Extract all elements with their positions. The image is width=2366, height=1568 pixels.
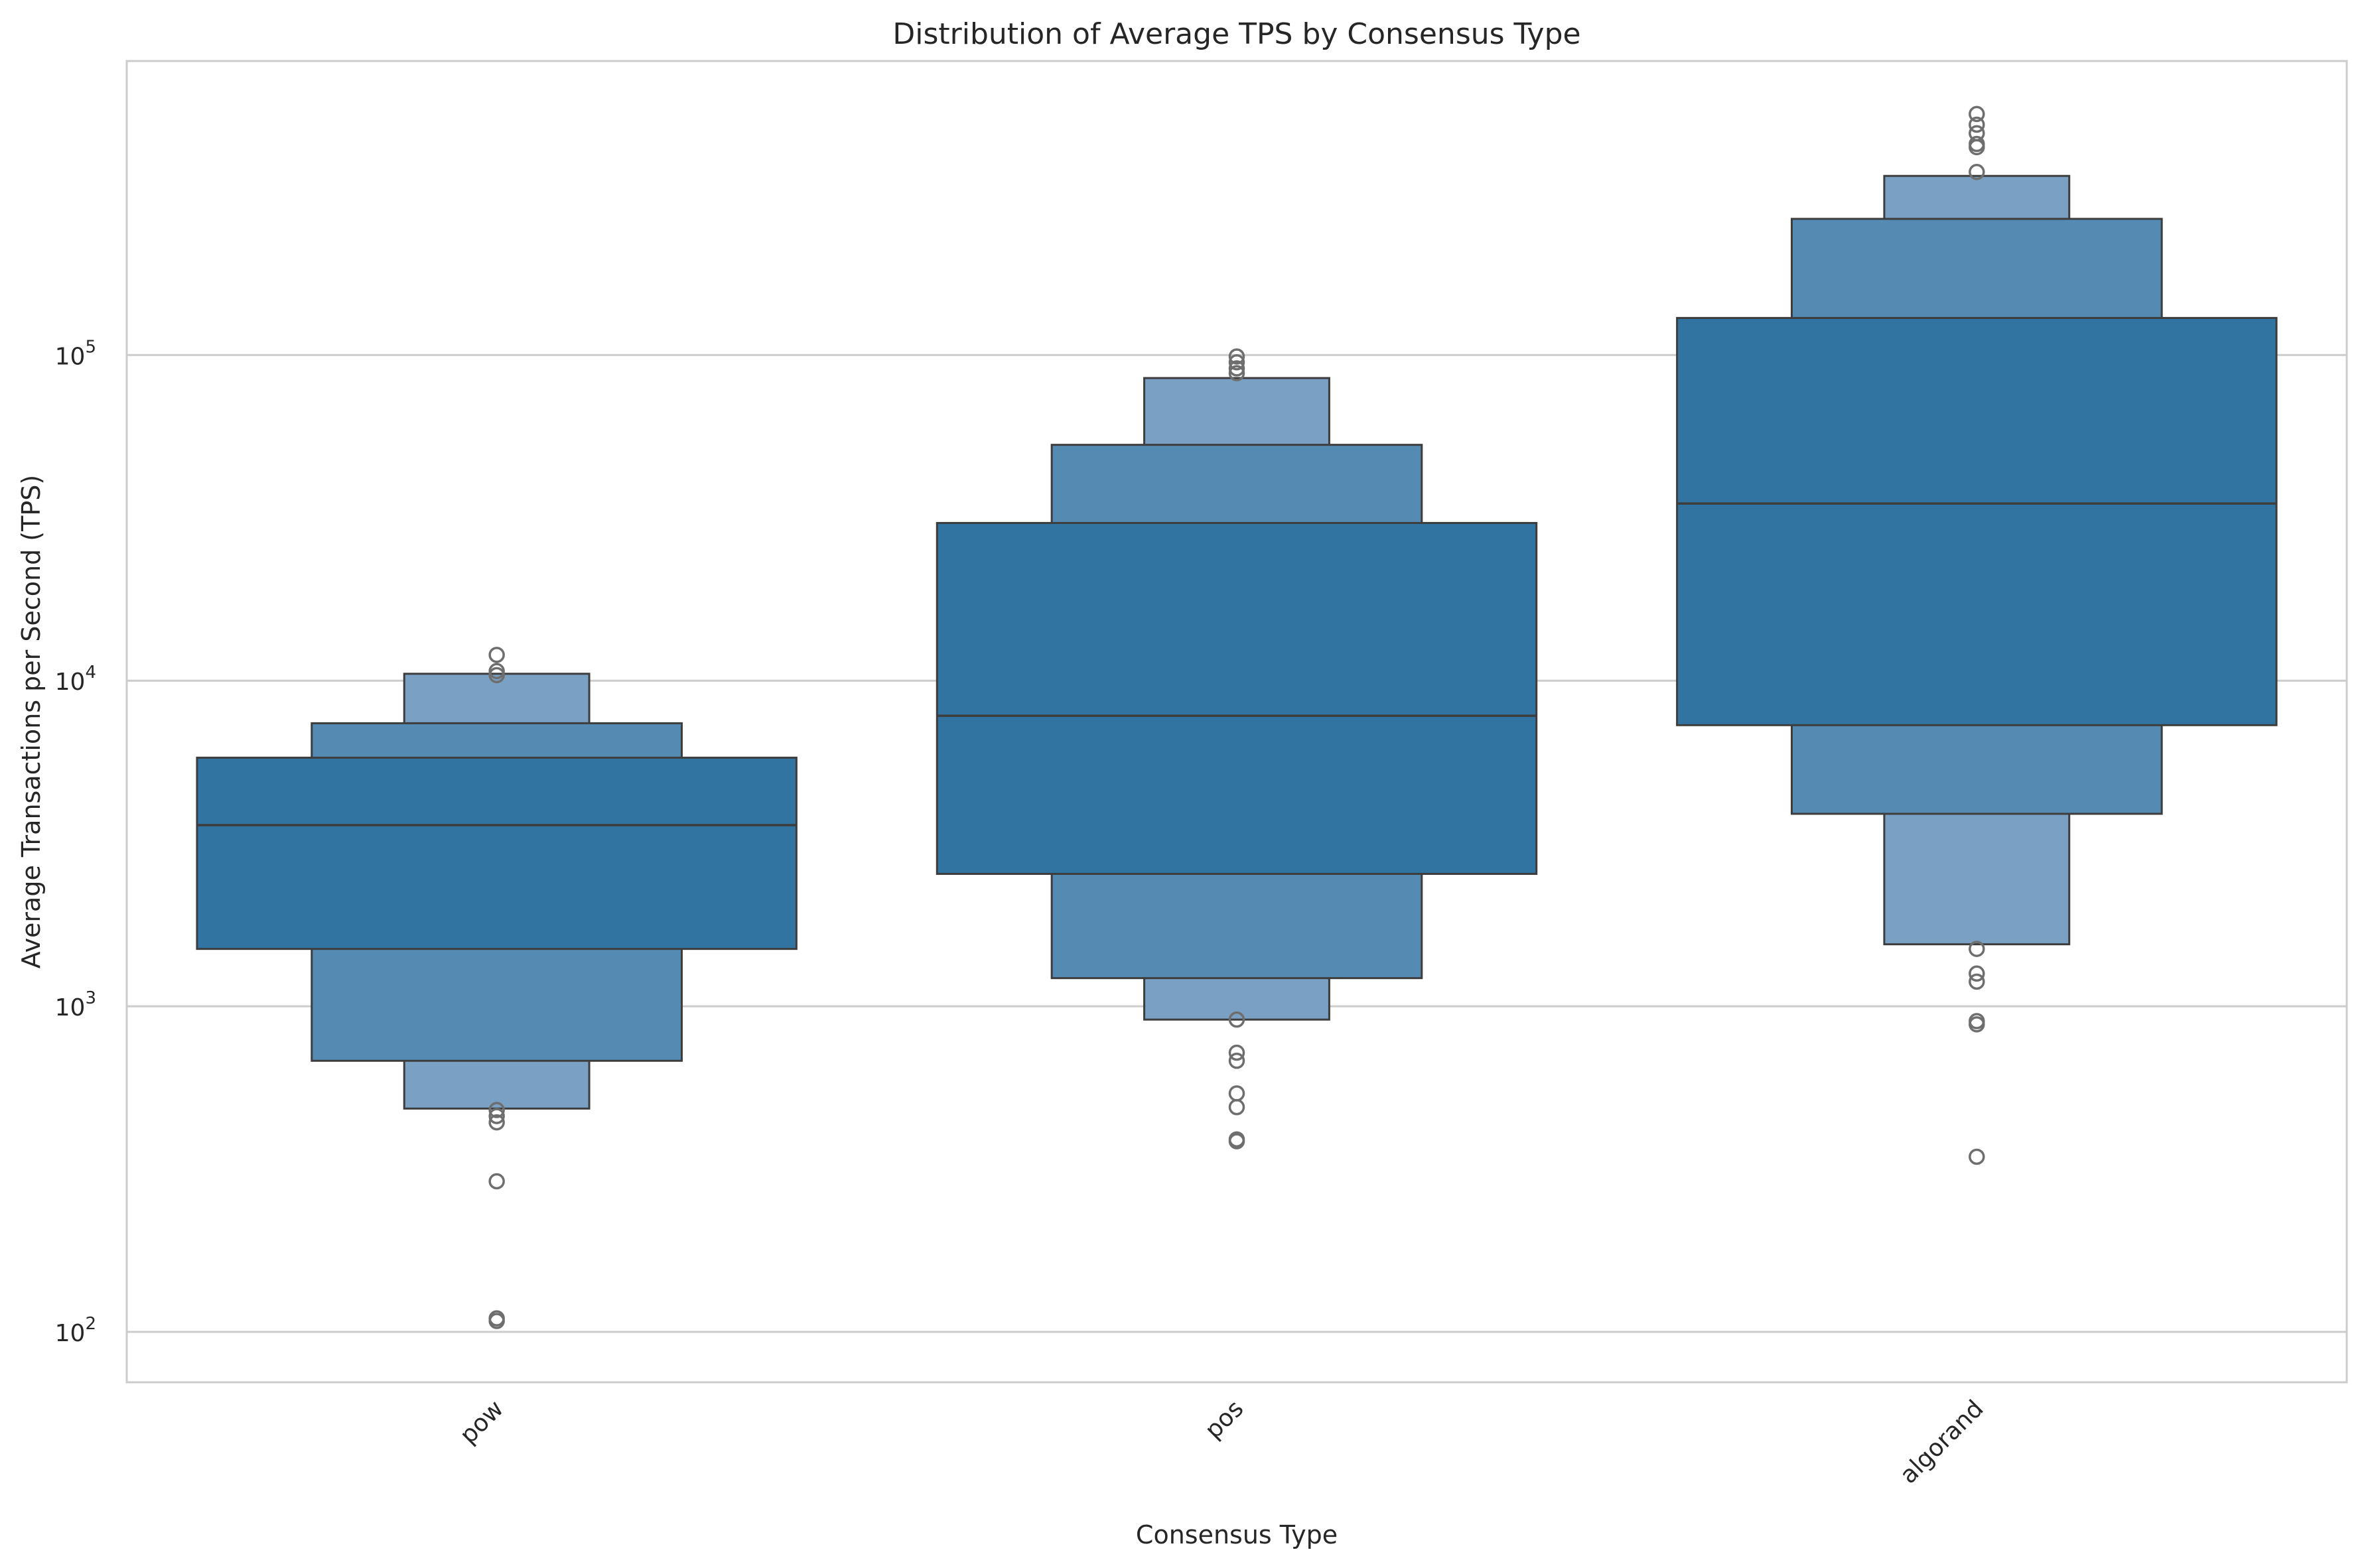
outlier-point [1228, 1044, 1245, 1061]
y-tick-base: 10 [55, 994, 86, 1021]
y-axis-label: Average Transactions per Second (TPS) [17, 475, 46, 968]
outlier-point [1969, 965, 1985, 982]
outlier-point [1228, 1098, 1245, 1116]
outlier-point [1969, 139, 1985, 156]
outlier-point [1228, 354, 1245, 371]
y-tick-label: 105 [55, 337, 96, 370]
y-tick-base: 10 [55, 669, 86, 696]
y-tick-label: 103 [55, 988, 96, 1021]
outlier-point [1969, 164, 1985, 180]
outlier-point [1969, 105, 1985, 123]
outlier-point [1228, 1011, 1245, 1028]
y-tick-exponent: 3 [85, 988, 96, 1008]
outlier-point [1969, 1148, 1985, 1165]
y-tick-label: 104 [55, 663, 96, 696]
plot-frame [125, 60, 2348, 1384]
outlier-point [488, 1173, 505, 1190]
outlier-point [488, 1313, 505, 1329]
outlier-point [488, 1102, 505, 1118]
boxen-box-level-1 [1676, 316, 2278, 726]
outlier-point [1969, 973, 1985, 990]
y-tick-base: 10 [55, 343, 86, 370]
chart-title: Distribution of Average TPS by Consensus… [892, 17, 1580, 51]
boxen-group-algorand [1676, 105, 2278, 1165]
outlier-point [1228, 360, 1245, 377]
y-tick-exponent: 2 [85, 1314, 96, 1334]
y-tick-label: 102 [55, 1314, 96, 1347]
outlier-point [488, 667, 505, 684]
outlier-point [1228, 1133, 1245, 1149]
outlier-point [488, 647, 505, 663]
y-tick-exponent: 4 [85, 663, 96, 683]
outlier-point [488, 1114, 505, 1131]
boxen-box-level-1 [196, 756, 798, 950]
plot-area [196, 105, 2278, 1329]
outlier-point [1228, 348, 1245, 365]
y-tick-exponent: 5 [85, 337, 96, 357]
y-tick-base: 10 [55, 1320, 86, 1347]
outlier-point [1969, 941, 1985, 957]
outlier-point [1969, 1016, 1985, 1033]
outlier-point [1969, 116, 1985, 133]
boxen-box-level-1 [936, 521, 1538, 876]
outlier-point [1228, 1053, 1245, 1069]
outlier-point [1228, 365, 1245, 381]
boxen-group-pos [936, 348, 1538, 1149]
outlier-point [488, 1108, 505, 1124]
boxen-group-pow [196, 647, 798, 1329]
x-axis-label: Consensus Type [1136, 1520, 1338, 1549]
